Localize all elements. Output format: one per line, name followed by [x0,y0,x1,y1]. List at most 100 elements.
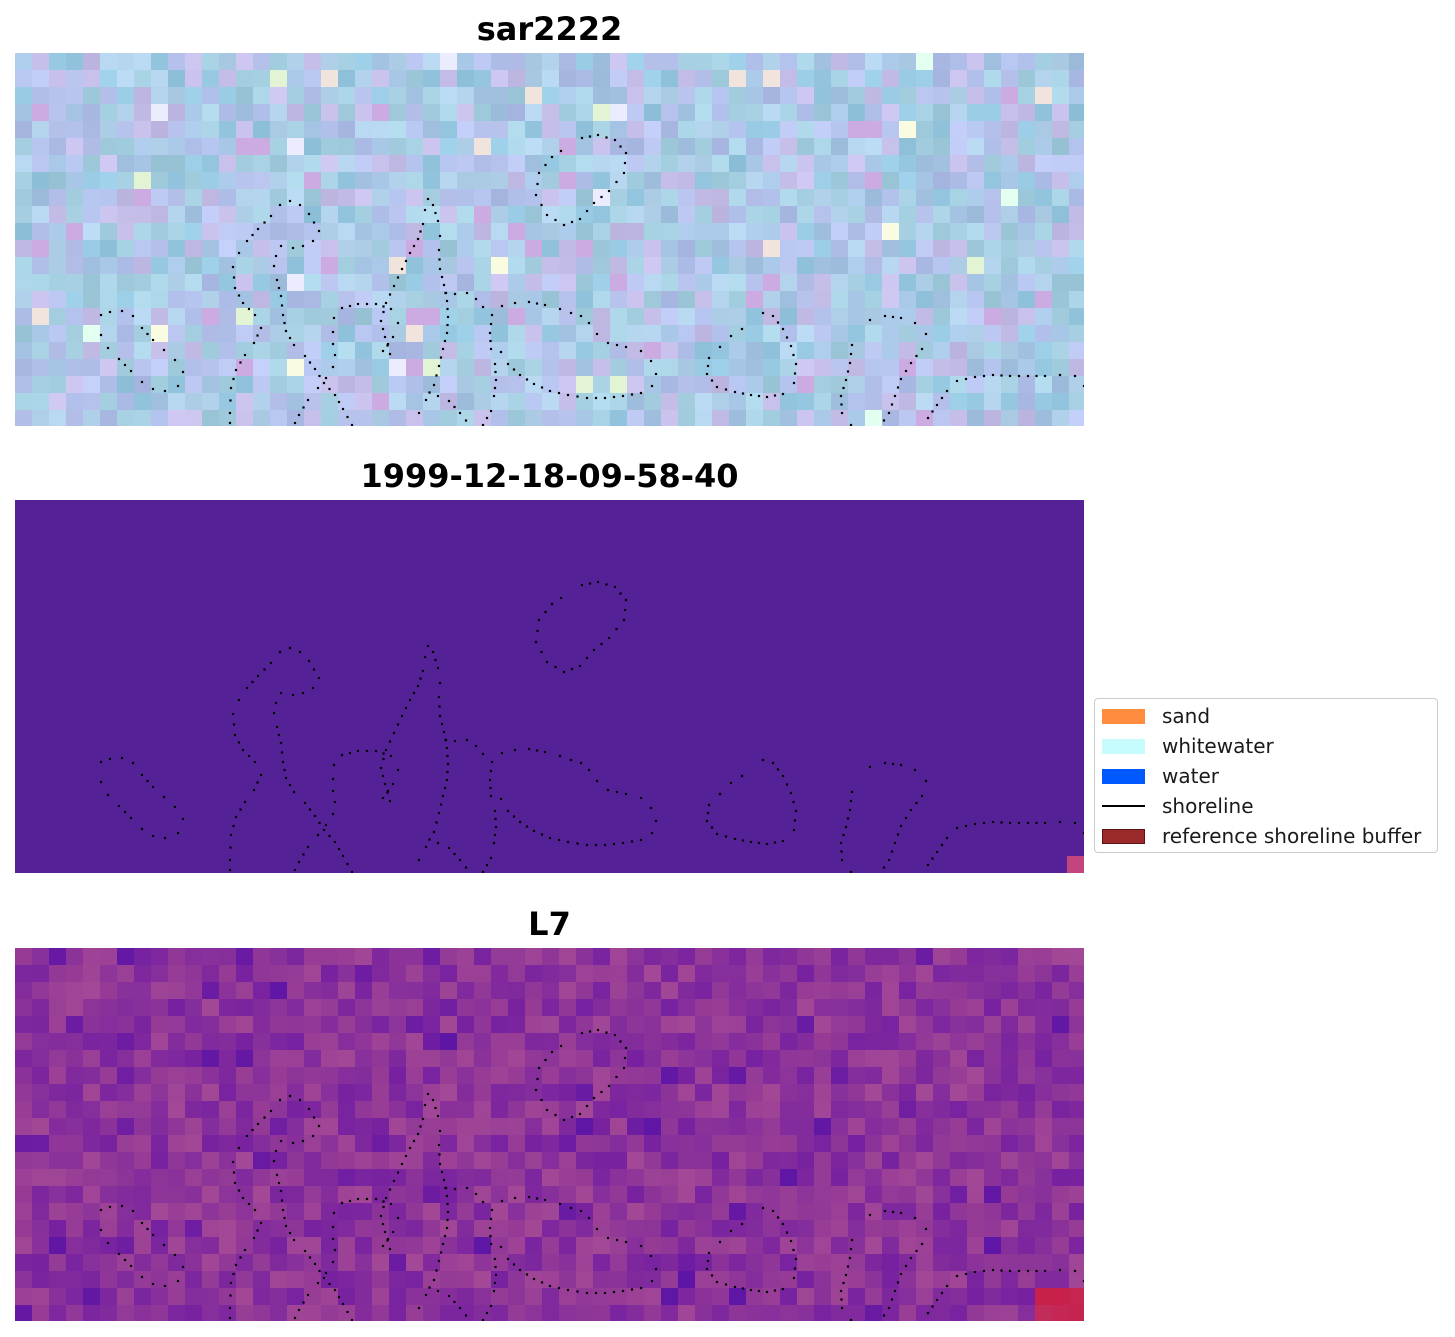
shoreline-dot [718,792,722,796]
shoreline-dot [416,684,420,688]
shoreline-dot [543,303,547,307]
shoreline-dot [844,825,848,829]
shoreline-dot [579,314,583,318]
shoreline-dot [1058,373,1062,377]
shoreline-dot [792,381,796,385]
shoreline-dot [840,1298,843,1301]
shoreline-dot [131,314,135,318]
shoreline-dot [437,248,441,252]
shoreline-dot [419,1125,422,1128]
shoreline-dot [444,291,448,295]
shoreline-dot [445,1226,449,1230]
shoreline-dot [619,145,622,148]
shoreline-dot [438,267,442,271]
shoreline-dot [162,795,166,799]
shoreline-dot [322,1276,326,1280]
shoreline-dot [882,419,886,422]
shoreline-dot [592,201,596,205]
shoreline-dot [131,1209,135,1213]
shoreline-dot [324,823,328,827]
shoreline-dot [140,1221,144,1225]
shoreline-dot [624,1046,628,1050]
shoreline-dot [513,301,517,305]
shoreline-dot [890,850,894,853]
shoreline-dot [931,1305,934,1308]
shoreline-dot [288,783,292,787]
shoreline-dot [293,421,297,425]
shoreline-dot [163,389,167,393]
shoreline-dot [576,842,579,845]
shoreline-dot [592,648,596,652]
shoreline-dot [233,286,237,290]
shoreline-dot [288,1231,292,1235]
shoreline-dot [485,1311,489,1315]
shoreline-dot [613,585,617,589]
shoreline-dot [458,858,462,862]
shoreline-dot [428,838,431,841]
shoreline-dot [639,349,643,353]
shoreline-dot [382,757,385,761]
shoreline-dot [318,821,321,825]
shoreline-dot [540,1281,544,1284]
shoreline-dot [432,830,436,834]
shoreline-dot [318,1269,321,1273]
shoreline-dot [435,821,438,824]
shoreline-dot [904,369,908,373]
shoreline-dot [303,1249,307,1253]
shoreline-dot [237,294,241,297]
shoreline-dot [444,738,448,742]
shoreline-dot [544,1058,547,1062]
shoreline-dot [445,778,449,782]
shoreline-dot [839,841,843,845]
legend-label: sand [1162,704,1211,728]
shoreline-dot [622,618,626,622]
shoreline-dot [297,1308,301,1312]
shoreline-dot [312,221,316,224]
shoreline-dot [545,660,549,664]
shoreline-dot [453,292,457,296]
shoreline-dot [438,258,441,261]
shoreline-dot [241,301,245,305]
shoreline-dot [915,801,918,805]
shoreline-dot [729,1229,733,1233]
shoreline-dot [846,1265,850,1268]
shoreline-dot [129,1264,133,1268]
shoreline-dot [252,788,256,792]
shoreline-dot [512,1263,516,1266]
shoreline-dot [596,580,600,584]
shoreline-dot [234,368,238,372]
shoreline-dot [423,1103,427,1107]
shoreline-dot [228,858,232,862]
shoreline-dot [1026,821,1030,825]
shoreline-dot [792,800,795,804]
shoreline-dot [442,283,446,287]
shoreline-dot [391,335,395,339]
shoreline-dot [1035,821,1038,825]
shoreline-dot [733,1285,737,1289]
shoreline-dot [434,658,437,662]
shoreline-dot [920,1242,924,1246]
shoreline-dot [412,244,416,248]
shoreline-dot [440,275,444,279]
shoreline-dot [724,388,728,391]
shoreline-dot [935,403,939,407]
shoreline-dot [348,751,352,755]
shoreline-dot [493,833,497,837]
shoreline-dot [844,1273,848,1277]
shoreline-dot [494,1265,497,1269]
shoreline-dot [899,1272,903,1276]
shoreline-dot [781,839,785,843]
shoreline-dot [337,1295,341,1299]
shoreline-dot [316,386,320,390]
shoreline-dot [431,203,435,207]
shoreline-dot [120,1204,124,1208]
shoreline-dot [765,842,769,846]
shoreline-dot [365,749,369,753]
shoreline-dot [494,1273,498,1277]
shoreline-dot [274,701,278,705]
shoreline-dot [340,753,344,757]
shoreline-dot [259,773,263,777]
shoreline-dot [913,768,917,772]
shoreline-dot [707,356,711,360]
shoreline-dot [256,1229,259,1232]
